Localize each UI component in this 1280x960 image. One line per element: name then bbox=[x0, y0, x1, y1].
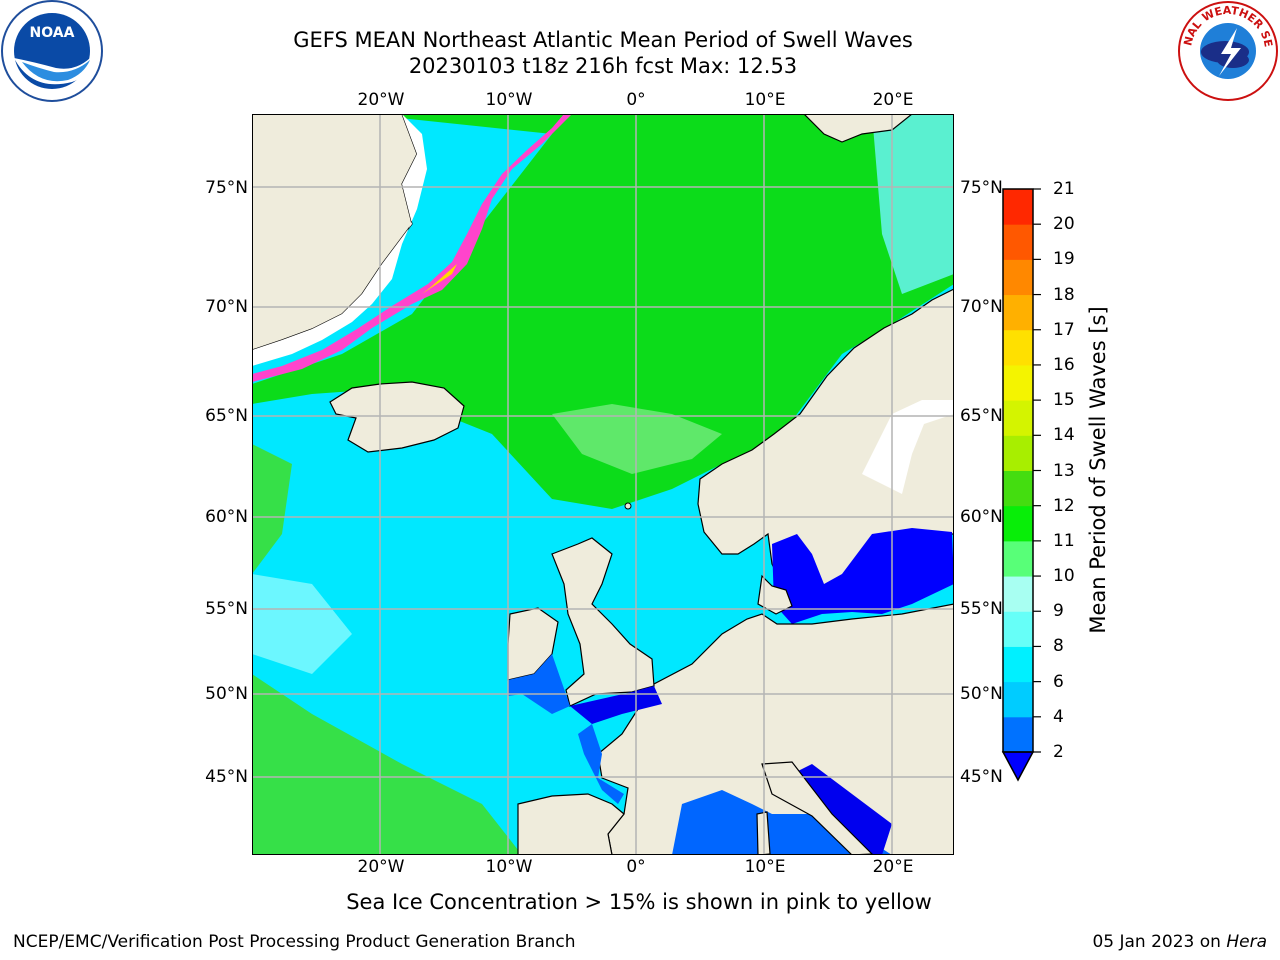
colorbar-tick-label-15: 15 bbox=[1053, 390, 1075, 411]
lat-label-right-60n: 60°N bbox=[960, 507, 1003, 527]
lat-label-left-65n: 65°N bbox=[205, 406, 248, 426]
colorbar-tick-label-4: 4 bbox=[1053, 706, 1064, 727]
colorbar-tick-label-13: 13 bbox=[1053, 460, 1075, 481]
colorbar-band-10-11 bbox=[1003, 540, 1033, 577]
colorbar-band-16-17 bbox=[1003, 329, 1033, 366]
colorbar-band-13-14 bbox=[1003, 435, 1033, 471]
colorbar-band-20-21 bbox=[1003, 189, 1033, 225]
lon-label-bottom-10w: 10°W bbox=[485, 857, 533, 877]
sea-ice-edge bbox=[252, 114, 572, 382]
swell-field-baltic bbox=[772, 528, 954, 624]
lat-label-left-60n: 60°N bbox=[205, 507, 248, 527]
lon-label-top-10e: 10°E bbox=[744, 90, 786, 110]
colorbar-band-4-6 bbox=[1003, 681, 1033, 718]
noaa-logo: NOAA bbox=[1, 0, 103, 102]
lat-label-right-55n: 55°N bbox=[960, 599, 1003, 619]
land-iceland bbox=[329, 381, 465, 453]
lat-label-right-45n: 45°N bbox=[960, 767, 1003, 787]
colorbar-tick-label-14: 14 bbox=[1053, 425, 1075, 446]
colorbar-band-15-16 bbox=[1003, 364, 1033, 401]
land-faroe bbox=[624, 502, 632, 510]
lat-label-right-70n: 70°N bbox=[960, 297, 1003, 317]
footer-date-text: 05 Jan 2023 on bbox=[1092, 932, 1221, 952]
lon-label-top-20w: 20°W bbox=[357, 90, 405, 110]
footer-host: Hera bbox=[1226, 932, 1267, 952]
lat-label-left-45n: 45°N bbox=[205, 767, 248, 787]
lon-label-top-10w: 10°W bbox=[485, 90, 533, 110]
colorbar-tick-label-11: 11 bbox=[1053, 530, 1075, 551]
lat-label-left-50n: 50°N bbox=[205, 684, 248, 704]
map-subtitle: 20230103 t18z 216h fcst Max: 12.53 bbox=[408, 54, 798, 78]
swell-field-west bbox=[252, 444, 292, 574]
colorbar-band-17-18 bbox=[1003, 294, 1033, 331]
colorbar-tick-label-9: 9 bbox=[1053, 601, 1064, 622]
colorbar-band-12-13 bbox=[1003, 470, 1033, 507]
lat-label-left-75n: 75°N bbox=[205, 178, 248, 198]
lat-label-right-75n: 75°N bbox=[960, 178, 1003, 198]
footer-date: 05 Jan 2023 on Hera bbox=[1092, 932, 1267, 952]
lat-label-right-50n: 50°N bbox=[960, 684, 1003, 704]
colorbar-tick-label-12: 12 bbox=[1053, 495, 1075, 516]
sea-adriatic bbox=[792, 764, 892, 855]
colorbar-tick-label-8: 8 bbox=[1053, 636, 1064, 657]
footer-credit: NCEP/EMC/Verification Post Processing Pr… bbox=[13, 932, 576, 952]
swell-field-west-lighter bbox=[252, 574, 352, 674]
colorbar-tick-label-10: 10 bbox=[1053, 566, 1075, 587]
colorbar-tick-label-21: 21 bbox=[1053, 179, 1075, 199]
land-svalbard bbox=[803, 114, 913, 143]
colorbar-band-14-15 bbox=[1003, 400, 1033, 436]
colorbar-band-19-20 bbox=[1003, 224, 1033, 260]
colorbar-tick-label-16: 16 bbox=[1053, 354, 1075, 375]
swell-field-irish-coast bbox=[508, 654, 570, 714]
colorbar-band-8-9 bbox=[1003, 611, 1033, 647]
colorbar-band-2-4 bbox=[1003, 716, 1033, 753]
lat-label-right-65n: 65°N bbox=[960, 406, 1003, 426]
land-iberia bbox=[517, 793, 625, 855]
swell-field-channel bbox=[570, 686, 662, 724]
colorbar-tick-label-2: 2 bbox=[1053, 742, 1064, 762]
colorbar-label: Mean Period of Swell Waves [s] bbox=[1086, 306, 1110, 634]
land-europe bbox=[597, 603, 954, 855]
land-sweden-north bbox=[862, 400, 954, 494]
colorbar-tick-label-18: 18 bbox=[1053, 284, 1075, 305]
lon-label-top-20e: 20°E bbox=[872, 90, 914, 110]
colorbar-band-9-10 bbox=[1003, 576, 1033, 612]
colorbar-tick-label-17: 17 bbox=[1053, 319, 1075, 340]
sea-ice-greenland bbox=[252, 114, 427, 366]
noaa-logo-text: NOAA bbox=[30, 25, 75, 41]
nws-logo: NATIONAL WEATHER SERVICE bbox=[1177, 0, 1278, 101]
sea-ice-note: Sea Ice Concentration > 15% is shown in … bbox=[346, 890, 932, 914]
map-panel bbox=[252, 114, 954, 855]
swell-field-biscay-coast bbox=[578, 724, 624, 804]
lon-label-top-0: 0° bbox=[626, 90, 646, 110]
lat-label-left-55n: 55°N bbox=[205, 599, 248, 619]
colorbar-band-18-19 bbox=[1003, 259, 1033, 296]
colorbar bbox=[1001, 188, 1041, 782]
colorbar-under-extension bbox=[1001, 751, 1035, 782]
land-denmark bbox=[757, 574, 793, 615]
colorbar-tick-label-20: 20 bbox=[1053, 214, 1075, 235]
map-title: GEFS MEAN Northeast Atlantic Mean Period… bbox=[293, 28, 913, 52]
lat-label-left-70n: 70°N bbox=[205, 297, 248, 317]
lon-label-bottom-0: 0° bbox=[626, 857, 646, 877]
lon-label-bottom-20w: 20°W bbox=[357, 857, 405, 877]
map-grid bbox=[252, 114, 954, 855]
colorbar-tick-label-19: 19 bbox=[1053, 249, 1075, 270]
swell-field-north-light bbox=[552, 404, 722, 474]
colorbar-tick-label-6: 6 bbox=[1053, 671, 1064, 692]
colorbar-band-6-8 bbox=[1003, 646, 1033, 683]
lon-label-bottom-10e: 10°E bbox=[744, 857, 786, 877]
colorbar-band-11-12 bbox=[1003, 505, 1033, 542]
swell-field-north bbox=[252, 114, 954, 509]
swell-field-southwest bbox=[252, 674, 522, 855]
lon-label-bottom-20e: 20°E bbox=[872, 857, 914, 877]
